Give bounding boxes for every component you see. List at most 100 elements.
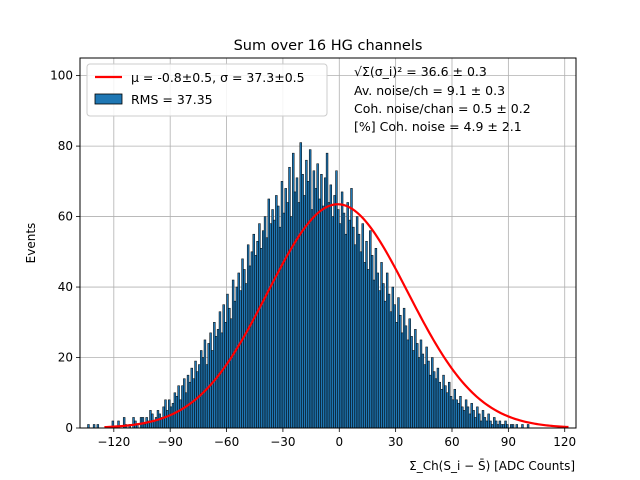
histogram-bar	[166, 410, 169, 429]
histogram-bar	[384, 300, 387, 429]
histogram-bar	[442, 374, 445, 429]
histogram-bar	[357, 233, 361, 429]
x-axis-ticks: −120 −90 −60 −30 0 30 60 90 120	[97, 428, 576, 449]
histogram-bar	[211, 350, 214, 429]
histogram-bar	[521, 424, 524, 429]
legend-rms-swatch	[94, 93, 123, 105]
histogram-bar	[506, 424, 509, 429]
histogram-bar	[282, 212, 286, 429]
x-tick-label: 30	[388, 435, 403, 449]
gaussian-fit-curve	[104, 203, 569, 429]
histogram-bar	[500, 424, 503, 429]
histogram-bar	[295, 177, 299, 429]
histogram-bar	[444, 385, 447, 429]
legend-rms-label: RMS = 37.35	[131, 92, 213, 107]
histogram-bar	[329, 184, 333, 429]
histogram-bar	[359, 251, 363, 429]
histogram-bar	[190, 367, 193, 429]
histogram-bar	[414, 329, 417, 429]
histogram-bar	[434, 378, 438, 429]
histogram-bar	[397, 297, 400, 429]
histogram-bar	[421, 353, 425, 429]
histogram-bar	[374, 248, 378, 429]
histogram-bar	[271, 209, 274, 429]
histogram-bar	[267, 198, 271, 429]
histogram-bar	[292, 152, 295, 429]
x-axis-label: Σ_Ch(S_i − S̄) [ADC Counts]	[409, 459, 575, 473]
x-tick-label: −60	[214, 435, 239, 449]
histogram-bar	[308, 149, 312, 429]
histogram-bar	[370, 255, 374, 429]
histogram-bar	[96, 424, 100, 429]
histogram-bar	[213, 322, 216, 429]
histogram-bar	[376, 272, 379, 429]
histogram-bar	[241, 258, 244, 429]
histogram-bar	[92, 424, 96, 429]
histogram-bar	[509, 424, 513, 429]
histogram-bar	[239, 290, 242, 429]
histogram-bar	[256, 240, 259, 429]
histogram-bar	[419, 339, 423, 429]
y-tick-label: 40	[58, 280, 73, 294]
histogram-bar	[305, 159, 308, 429]
histogram-bar	[246, 244, 250, 429]
histogram-bar	[230, 318, 233, 429]
histogram-bar	[429, 374, 432, 429]
histogram-bar	[387, 293, 391, 429]
histogram-bar	[453, 388, 457, 429]
histogram-bar	[382, 283, 385, 429]
histogram-bar	[218, 311, 222, 429]
y-tick-label: 80	[58, 139, 73, 153]
histogram-bar	[310, 209, 314, 429]
histogram-bar	[339, 223, 342, 429]
histogram-bar	[511, 424, 515, 429]
histogram-bar	[410, 336, 413, 429]
histogram-bar	[335, 170, 338, 429]
y-axis-label: Events	[24, 223, 38, 264]
y-tick-label: 20	[58, 351, 73, 365]
y-axis-ticks: 0 20 40 60 80 100	[50, 69, 80, 435]
histogram-bar	[179, 399, 182, 429]
y-tick-label: 100	[50, 69, 73, 83]
histogram-bar	[464, 399, 468, 429]
histogram-bar	[199, 350, 203, 429]
histogram-bar	[158, 413, 162, 429]
histogram-bar	[485, 420, 488, 429]
histogram-bar	[245, 283, 248, 429]
histogram-bar	[412, 350, 415, 429]
histogram-bar	[337, 209, 340, 429]
histogram-bar	[402, 307, 406, 429]
histogram-bar	[483, 417, 487, 429]
stats-annotations: √Σ(σ_i)² = 36.6 ± 0.3 Av. noise/ch = 9.1…	[354, 64, 531, 134]
histogram-bar	[427, 360, 430, 429]
histogram-bar	[177, 385, 180, 429]
histogram-bar	[459, 396, 462, 429]
y-tick-label: 0	[65, 421, 73, 435]
histogram-bar	[395, 322, 398, 429]
histogram-bar	[265, 237, 269, 429]
histogram-bar	[318, 198, 321, 429]
histogram-bar	[476, 406, 479, 429]
histogram-bar	[87, 424, 90, 429]
histogram-bar	[327, 202, 331, 429]
histogram-bar	[449, 396, 453, 429]
histogram-bar	[369, 230, 372, 429]
histogram-bar	[254, 255, 257, 429]
histogram-bar	[273, 219, 276, 429]
plot-frame	[79, 57, 577, 429]
histogram-bars	[87, 142, 530, 429]
x-tick-label: 0	[335, 435, 343, 449]
histogram-bar	[498, 420, 502, 429]
histogram-bar	[363, 262, 366, 429]
histogram-bar	[404, 325, 408, 429]
histogram-bar	[169, 406, 173, 429]
histogram-bar	[168, 399, 171, 429]
histogram-bar	[143, 424, 147, 429]
histogram-bar	[209, 332, 212, 429]
legend-fit-label: μ = -0.8±0.5, σ = 37.3±0.5	[131, 70, 305, 85]
histogram-bar	[391, 286, 395, 429]
histogram-bar	[260, 248, 263, 429]
histogram-bar	[258, 223, 261, 429]
histogram-bar	[393, 304, 396, 429]
histogram-bar	[417, 357, 421, 429]
